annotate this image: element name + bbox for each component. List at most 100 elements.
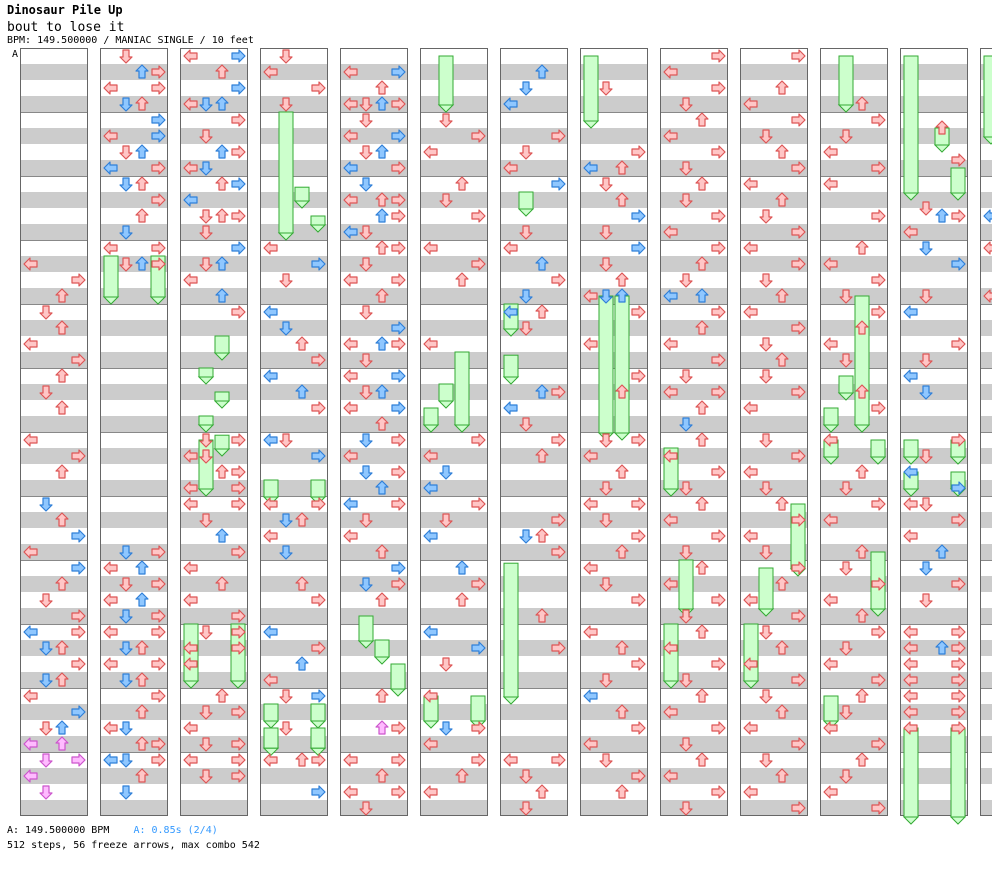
freeze-tail xyxy=(422,720,440,729)
note-arrow-up xyxy=(935,120,949,135)
note-arrow-down xyxy=(439,465,453,480)
beat-stripe xyxy=(20,640,88,656)
note-arrow-right xyxy=(951,641,966,655)
note-arrow-down xyxy=(599,753,613,768)
note-arrow-down xyxy=(439,113,453,128)
freeze-tail xyxy=(822,424,840,433)
beat-stripe xyxy=(820,192,888,208)
note-arrow-right xyxy=(631,769,646,783)
note-arrow-left xyxy=(823,145,838,159)
note-arrow-up xyxy=(55,512,69,527)
note-arrow-up xyxy=(135,704,149,719)
note-arrow-right xyxy=(391,129,406,143)
beat-stripe xyxy=(180,160,248,176)
freeze-tail xyxy=(869,456,887,465)
freeze-tail xyxy=(213,448,231,457)
note-arrow-up xyxy=(55,720,69,735)
beat-stripe xyxy=(340,160,408,176)
note-arrow-left xyxy=(583,561,598,575)
note-arrow-left xyxy=(23,625,38,639)
freeze-arrow-down xyxy=(437,55,455,113)
freeze-body xyxy=(950,167,966,194)
note-arrow-down xyxy=(519,145,533,160)
note-arrow-right xyxy=(791,225,806,239)
beat-stripe xyxy=(340,544,408,560)
note-arrow-right xyxy=(231,465,246,479)
note-arrow-right xyxy=(711,209,726,223)
note-arrow-right xyxy=(151,609,166,623)
note-arrow-right xyxy=(551,513,566,527)
note-arrow-up xyxy=(375,592,389,607)
note-arrow-right xyxy=(631,241,646,255)
note-arrow-down xyxy=(119,721,133,736)
beat-stripe xyxy=(20,64,88,80)
note-arrow-up xyxy=(615,464,629,479)
note-arrow-down xyxy=(119,49,133,64)
beat-stripe xyxy=(500,480,568,496)
note-arrow-right xyxy=(151,81,166,95)
note-arrow-right xyxy=(711,657,726,671)
beat-stripe xyxy=(100,352,168,368)
beat-stripe xyxy=(260,352,328,368)
note-arrow-left xyxy=(23,257,38,271)
freeze-tail xyxy=(517,208,535,217)
note-arrow-up xyxy=(55,736,69,751)
beat-stripe xyxy=(900,608,968,624)
note-arrow-right xyxy=(231,641,246,655)
note-arrow-up xyxy=(455,272,469,287)
note-arrow-down xyxy=(359,305,373,320)
note-arrow-right xyxy=(711,49,726,63)
note-arrow-left xyxy=(263,673,278,687)
note-arrow-left xyxy=(263,625,278,639)
beat-stripe xyxy=(820,288,888,304)
note-arrow-up xyxy=(935,640,949,655)
beat-stripe xyxy=(500,448,568,464)
note-arrow-left xyxy=(823,177,838,191)
freeze-arrow-left xyxy=(902,439,920,465)
beat-stripe xyxy=(180,512,248,528)
note-arrow-down xyxy=(119,577,133,592)
note-arrow-up xyxy=(375,192,389,207)
note-arrow-up xyxy=(775,144,789,159)
note-arrow-left xyxy=(263,65,278,79)
note-arrow-right xyxy=(311,353,326,367)
freeze-arrow-left xyxy=(262,479,280,505)
freeze-body xyxy=(423,407,439,426)
freeze-body xyxy=(503,354,519,378)
beat-stripe xyxy=(740,288,808,304)
note-arrow-right xyxy=(791,449,806,463)
note-arrow-up xyxy=(455,176,469,191)
note-arrow-left xyxy=(103,657,118,671)
note-arrow-down xyxy=(599,481,613,496)
note-arrow-left xyxy=(903,369,918,383)
note-arrow-right xyxy=(551,433,566,447)
freeze-tail xyxy=(933,144,951,153)
note-arrow-right xyxy=(71,657,86,671)
beat-stripe xyxy=(20,352,88,368)
note-arrow-down xyxy=(679,673,693,688)
note-arrow-down xyxy=(599,673,613,688)
beat-stripe xyxy=(20,224,88,240)
note-arrow-up xyxy=(55,672,69,687)
note-arrow-up xyxy=(375,80,389,95)
freeze-tail xyxy=(613,432,631,441)
freeze-arrow-left xyxy=(262,703,280,729)
freeze-body xyxy=(470,695,486,722)
note-arrow-up xyxy=(375,288,389,303)
freeze-arrow-down xyxy=(517,191,535,217)
note-arrow-left xyxy=(343,129,358,143)
freeze-body xyxy=(838,375,854,394)
beat-stripe xyxy=(980,352,992,368)
freeze-tail xyxy=(373,656,391,665)
note-arrow-down xyxy=(119,257,133,272)
freeze-tail xyxy=(949,192,967,201)
note-arrow-down xyxy=(919,385,933,400)
note-arrow-down xyxy=(39,673,53,688)
note-arrow-left xyxy=(583,337,598,351)
note-arrow-up xyxy=(535,64,549,79)
note-arrow-up xyxy=(695,432,709,447)
note-arrow-left xyxy=(823,337,838,351)
column-border xyxy=(580,48,648,816)
freeze-arrow-left xyxy=(822,407,840,433)
freeze-body xyxy=(743,623,759,682)
